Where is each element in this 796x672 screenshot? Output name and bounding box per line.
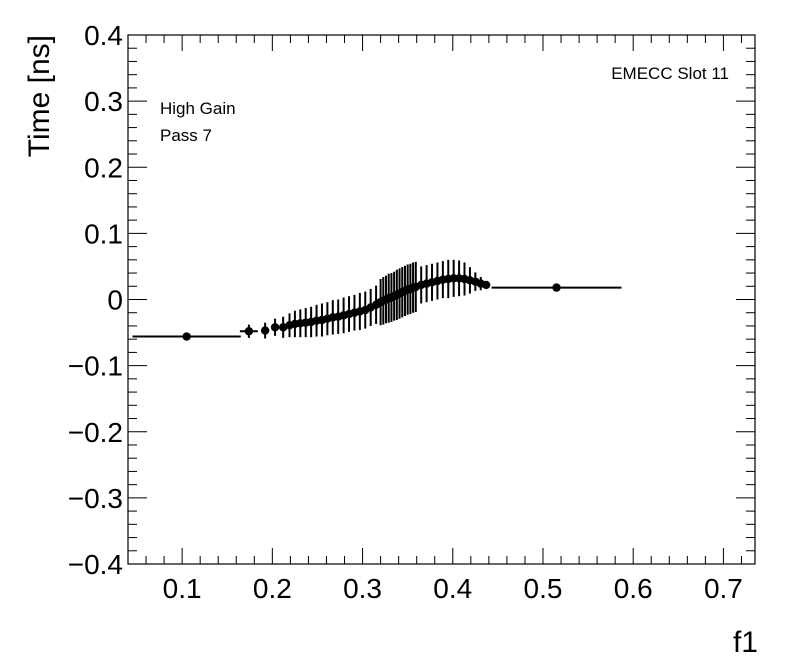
data-point <box>260 326 270 335</box>
annotation-gain: High Gain <box>160 99 236 118</box>
data-point <box>481 280 491 290</box>
x-tick-label: 0.6 <box>614 573 653 604</box>
data-point <box>182 332 191 341</box>
y-tick-label: 0.4 <box>84 20 123 51</box>
y-tick-labels: −0.4 −0.3 −0.2 −0.1 0 0.1 0.2 0.3 0.4 <box>68 20 123 580</box>
y-tick-label: 0.3 <box>84 86 123 117</box>
x-tick-label: 0.1 <box>163 573 202 604</box>
x-tick-label: 0.3 <box>343 573 382 604</box>
x-tick-label: 0.4 <box>433 573 472 604</box>
y-tick-label: −0.1 <box>68 351 123 382</box>
y-tick-label: 0.1 <box>84 218 123 249</box>
y-tick-label: 0 <box>107 285 123 316</box>
x-tick-label: 0.2 <box>253 573 292 604</box>
data-point <box>278 323 288 332</box>
x-tick-labels: 0.1 0.2 0.3 0.4 0.5 0.6 0.7 <box>163 573 743 604</box>
y-tick-label: −0.4 <box>68 549 123 580</box>
y-axis-title: Time [ns] <box>23 35 56 157</box>
x-axis-title: f1 <box>733 626 758 659</box>
y-tick-label: −0.3 <box>68 483 123 514</box>
annotation-pass: Pass 7 <box>160 126 212 145</box>
annotation-slot: EMECC Slot 11 <box>611 64 729 83</box>
x-tick-label: 0.5 <box>524 573 563 604</box>
x-tick-label: 0.7 <box>704 573 743 604</box>
axis-ticks <box>127 34 755 565</box>
data-point <box>270 323 280 332</box>
data-points <box>132 259 622 341</box>
y-tick-label: 0.2 <box>84 152 123 183</box>
y-tick-label: −0.2 <box>68 417 123 448</box>
data-point <box>244 327 254 336</box>
data-point <box>552 283 561 292</box>
